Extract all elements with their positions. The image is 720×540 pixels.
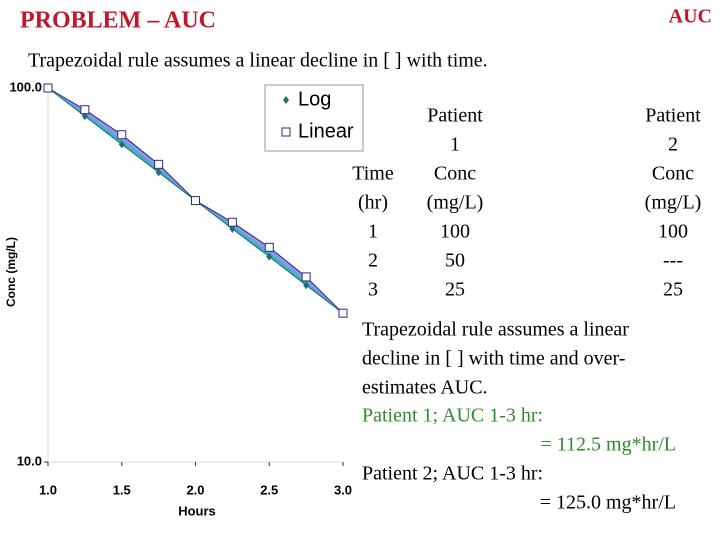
result-value: = 125.0 mg*hr/L <box>540 492 676 514</box>
y-axis-label: Conc (mg/L) <box>4 237 18 307</box>
legend-marker <box>283 96 289 104</box>
x-tick-label: 2.5 <box>260 482 278 497</box>
data-point <box>303 281 310 290</box>
table-cell: 100 <box>440 221 470 243</box>
result-label: Patient 1; AUC 1-3 hr: <box>362 405 543 427</box>
table-cell: 25 <box>445 279 465 301</box>
slide-title: PROBLEM – AUC <box>20 8 216 34</box>
note-line: Trapezoidal rule assumes a linear <box>362 319 629 341</box>
data-point <box>118 140 125 149</box>
legend-label: Log <box>298 88 331 110</box>
data-point <box>227 217 237 227</box>
x-axis-label: Hours <box>178 503 216 518</box>
table-cell: 100 <box>658 221 688 243</box>
legend-marker <box>281 127 291 137</box>
slide-tag: AUC <box>669 6 712 28</box>
x-tick-label: 3.0 <box>334 482 352 497</box>
table-cell: 3 <box>368 279 378 301</box>
data-point <box>43 83 53 93</box>
table-header: Patient <box>645 105 701 127</box>
table-header: Conc <box>652 163 694 185</box>
table-cell: 2 <box>368 250 378 272</box>
table-header: Time <box>352 163 394 185</box>
data-point <box>264 242 274 252</box>
table-header: 2 <box>668 134 678 156</box>
data-point <box>80 105 90 115</box>
table-header: (hr) <box>358 192 388 214</box>
table-header: (mg/L) <box>645 192 702 214</box>
y-tick-label: 10.0 <box>17 453 42 468</box>
data-point <box>301 272 311 282</box>
note-line: decline in [ ] with time and over- <box>362 348 625 370</box>
table-cell: 25 <box>663 279 683 301</box>
data-point <box>229 224 236 233</box>
table-cell: --- <box>663 250 683 272</box>
note-line: estimates AUC. <box>362 377 488 399</box>
legend-box <box>264 84 364 152</box>
data-point <box>154 159 164 169</box>
y-tick-label: 100.0 <box>9 79 42 94</box>
x-tick-label: 1.0 <box>39 482 57 497</box>
data-point <box>155 168 162 177</box>
table-header: Patient <box>427 105 483 127</box>
data-point <box>338 308 348 318</box>
data-point <box>266 252 273 261</box>
table-header: Conc <box>434 163 476 185</box>
data-point <box>117 130 127 140</box>
table-header: (mg/L) <box>427 192 484 214</box>
table-cell: 50 <box>445 250 465 272</box>
result-value: = 112.5 mg*hr/L <box>540 434 676 456</box>
table-header: 1 <box>450 134 460 156</box>
subtitle: Trapezoidal rule assumes a linear declin… <box>28 50 488 72</box>
table-cell: 1 <box>368 221 378 243</box>
legend-label: Linear <box>298 120 354 142</box>
data-point <box>191 196 200 206</box>
x-tick-label: 1.5 <box>113 482 131 497</box>
result-label: Patient 2; AUC 1-3 hr: <box>362 463 543 485</box>
x-tick-label: 2.0 <box>186 482 204 497</box>
